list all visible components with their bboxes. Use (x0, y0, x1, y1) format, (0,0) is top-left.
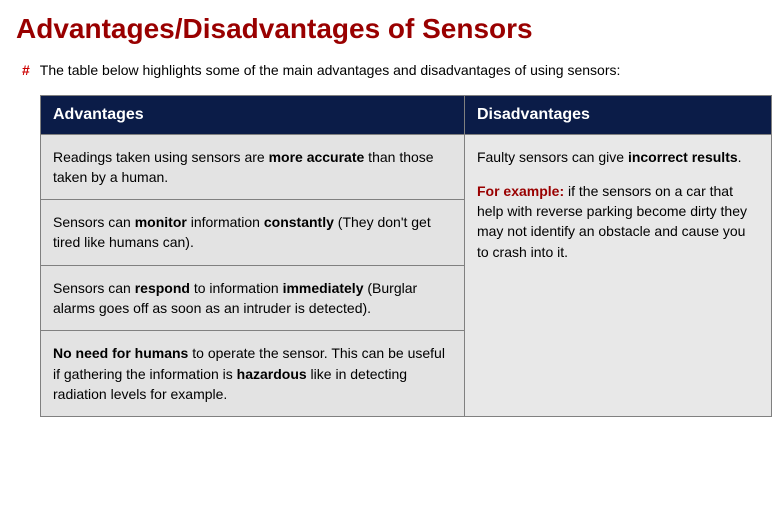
header-disadvantages: Disadvantages (464, 95, 771, 134)
advantage-row-0: Readings taken using sensors are more ac… (41, 134, 465, 200)
advantages-table: Advantages Disadvantages Readings taken … (40, 95, 772, 418)
text: Faulty sensors can give (477, 149, 628, 165)
intro-text: The table below highlights some of the m… (40, 60, 762, 81)
text: information (187, 214, 264, 230)
text-bold: more accurate (269, 149, 365, 165)
text-bold: incorrect results (628, 149, 738, 165)
advantage-row-3: No need for humans to operate the sensor… (41, 331, 465, 417)
text-bold: respond (135, 280, 190, 296)
text: Sensors can (53, 280, 135, 296)
bullet-hash-icon: # (22, 60, 30, 81)
text-bold: constantly (264, 214, 334, 230)
advantage-row-1: Sensors can monitor information constant… (41, 200, 465, 266)
example-label: For example: (477, 183, 564, 199)
disadvantage-p2: For example: if the sensors on a car tha… (477, 181, 759, 262)
disadvantage-p1: Faulty sensors can give incorrect result… (477, 147, 759, 167)
text-bold: monitor (135, 214, 187, 230)
text-bold: hazardous (237, 366, 307, 382)
text: to information (190, 280, 283, 296)
disadvantage-cell: Faulty sensors can give incorrect result… (464, 134, 771, 417)
text-bold: immediately (283, 280, 364, 296)
text: Readings taken using sensors are (53, 149, 269, 165)
intro-row: # The table below highlights some of the… (22, 60, 762, 81)
text: Sensors can (53, 214, 135, 230)
page-title: Advantages/Disadvantages of Sensors (16, 12, 762, 46)
text-bold: No need for humans (53, 345, 188, 361)
header-advantages: Advantages (41, 95, 465, 134)
advantage-row-2: Sensors can respond to information immed… (41, 265, 465, 331)
text: . (738, 149, 742, 165)
